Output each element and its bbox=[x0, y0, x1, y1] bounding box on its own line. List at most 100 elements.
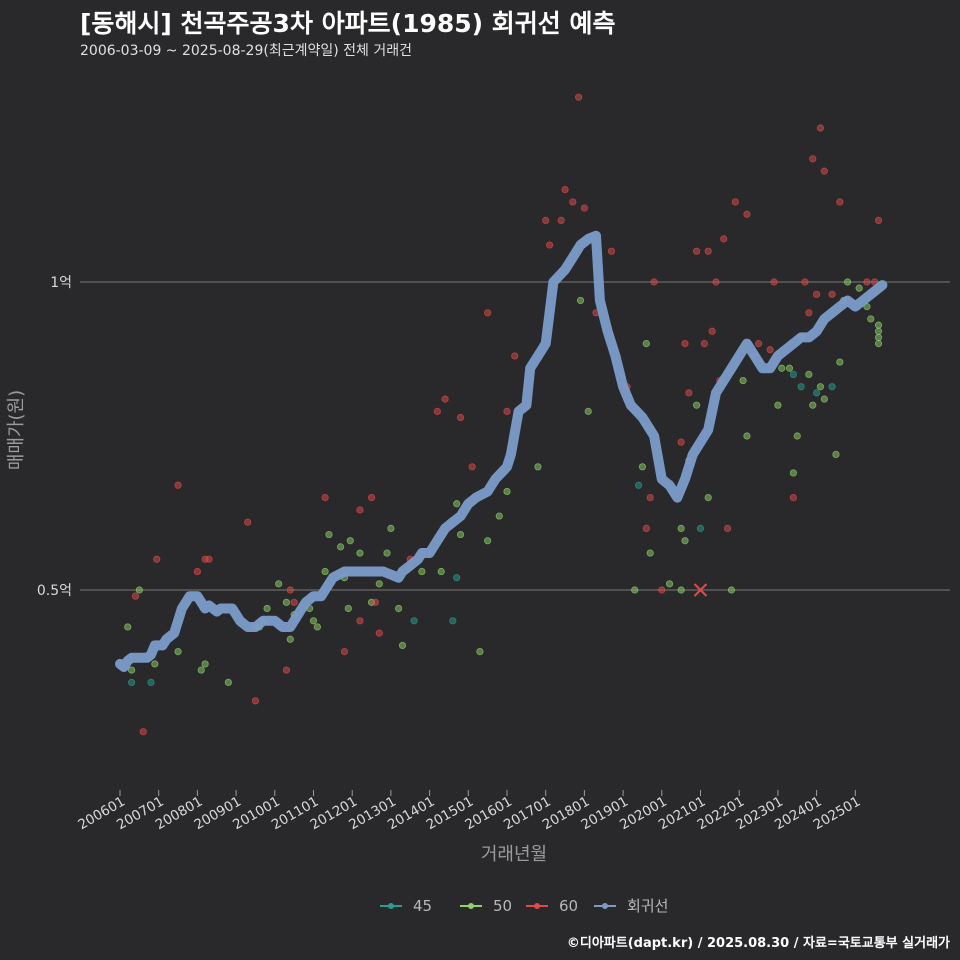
legend-label-3: 회귀선 bbox=[627, 897, 668, 915]
point-50-23 bbox=[344, 604, 352, 613]
highlight-marker bbox=[693, 583, 708, 597]
point-50-4 bbox=[174, 647, 182, 656]
point-50-28 bbox=[383, 549, 391, 557]
point-60-7 bbox=[244, 518, 252, 526]
point-60-60 bbox=[805, 309, 813, 317]
point-50-77 bbox=[677, 586, 685, 594]
legend-marker-1 bbox=[468, 903, 474, 909]
point-60-27 bbox=[542, 216, 550, 224]
point-50-32 bbox=[418, 567, 426, 576]
point-50-12 bbox=[275, 580, 283, 588]
point-50-13 bbox=[282, 598, 291, 606]
point-50-45 bbox=[642, 339, 650, 348]
point-50-39 bbox=[503, 487, 511, 496]
point-60-65 bbox=[828, 290, 836, 298]
point-45-7 bbox=[789, 370, 797, 378]
point-60-64 bbox=[820, 167, 828, 175]
point-60-4 bbox=[193, 567, 201, 576]
point-60-2 bbox=[153, 555, 161, 563]
point-50-44 bbox=[638, 463, 647, 471]
point-60-30 bbox=[561, 186, 569, 194]
point-50-73 bbox=[874, 321, 883, 329]
point-60-59 bbox=[801, 278, 809, 286]
point-50-43 bbox=[631, 586, 639, 594]
point-50-46 bbox=[646, 549, 654, 557]
point-50-53 bbox=[727, 586, 736, 594]
point-50-60 bbox=[793, 432, 801, 440]
point-50-17 bbox=[309, 617, 318, 625]
point-60-1 bbox=[139, 728, 147, 736]
point-50-63 bbox=[809, 401, 817, 409]
point-50-74 bbox=[874, 327, 883, 335]
point-50-19 bbox=[321, 567, 329, 576]
point-60-43 bbox=[685, 389, 693, 397]
point-50-42 bbox=[584, 407, 592, 415]
point-50-25 bbox=[356, 549, 364, 557]
point-50-30 bbox=[395, 604, 403, 613]
point-60-31 bbox=[569, 198, 577, 206]
chart-legend: 45 50 60 회귀선 bbox=[380, 897, 668, 915]
point-50-56 bbox=[774, 401, 782, 409]
point-60-66 bbox=[836, 198, 844, 206]
point-60-57 bbox=[770, 278, 778, 286]
point-60-37 bbox=[642, 524, 650, 533]
point-60-46 bbox=[704, 247, 712, 255]
point-60-50 bbox=[720, 235, 728, 243]
point-60-26 bbox=[511, 352, 519, 360]
point-45-0 bbox=[128, 678, 136, 687]
point-45-3 bbox=[449, 617, 457, 625]
point-50-59 bbox=[789, 469, 797, 477]
point-50-0 bbox=[124, 623, 132, 631]
point-45-5 bbox=[634, 481, 643, 489]
regression-path bbox=[115, 230, 888, 672]
point-60-25 bbox=[503, 407, 511, 415]
point-50-62 bbox=[805, 370, 813, 378]
credit-text: ©디아파트(dapt.kr) / 2025.08.30 / 자료=국토교통부 실… bbox=[566, 936, 950, 951]
point-60-13 bbox=[340, 647, 349, 656]
point-50-57 bbox=[778, 364, 786, 372]
point-50-48 bbox=[677, 524, 685, 533]
point-60-53 bbox=[743, 210, 751, 218]
legend-label-0: 45 bbox=[413, 897, 432, 915]
y-tick-label-0: 0.5억 bbox=[37, 583, 72, 599]
point-60-29 bbox=[557, 216, 565, 224]
point-60-3 bbox=[174, 481, 182, 489]
point-50-1 bbox=[128, 666, 136, 674]
point-50-18 bbox=[313, 623, 321, 631]
point-60-69 bbox=[874, 216, 883, 224]
point-60-47 bbox=[708, 327, 716, 335]
point-50-55 bbox=[743, 432, 751, 440]
point-60-55 bbox=[754, 339, 763, 348]
point-50-5 bbox=[197, 666, 205, 674]
point-60-21 bbox=[441, 395, 449, 403]
point-45-10 bbox=[828, 383, 836, 391]
point-60-9 bbox=[282, 666, 291, 674]
point-45-1 bbox=[147, 678, 155, 687]
point-50-24 bbox=[346, 537, 354, 545]
point-50-14 bbox=[286, 635, 294, 643]
point-50-20 bbox=[325, 530, 333, 539]
point-50-35 bbox=[456, 530, 465, 539]
data-points bbox=[124, 93, 883, 736]
point-50-40 bbox=[534, 463, 542, 471]
point-50-11 bbox=[263, 604, 271, 613]
legend-label-2: 60 bbox=[559, 897, 578, 915]
point-60-48 bbox=[712, 278, 720, 286]
point-60-33 bbox=[580, 204, 589, 212]
point-60-11 bbox=[290, 598, 298, 606]
point-60-62 bbox=[812, 290, 821, 298]
point-50-33 bbox=[437, 567, 445, 576]
y-axis-label: 매매가(원) bbox=[6, 390, 27, 470]
point-60-22 bbox=[456, 413, 465, 422]
point-50-70 bbox=[855, 284, 863, 292]
point-50-49 bbox=[681, 537, 689, 545]
point-60-6 bbox=[205, 555, 213, 563]
point-50-37 bbox=[484, 537, 492, 545]
point-60-40 bbox=[658, 586, 666, 594]
point-60-42 bbox=[681, 339, 689, 348]
point-45-6 bbox=[696, 524, 705, 533]
point-50-69 bbox=[843, 278, 852, 286]
point-45-4 bbox=[453, 574, 461, 582]
point-60-61 bbox=[809, 155, 817, 163]
